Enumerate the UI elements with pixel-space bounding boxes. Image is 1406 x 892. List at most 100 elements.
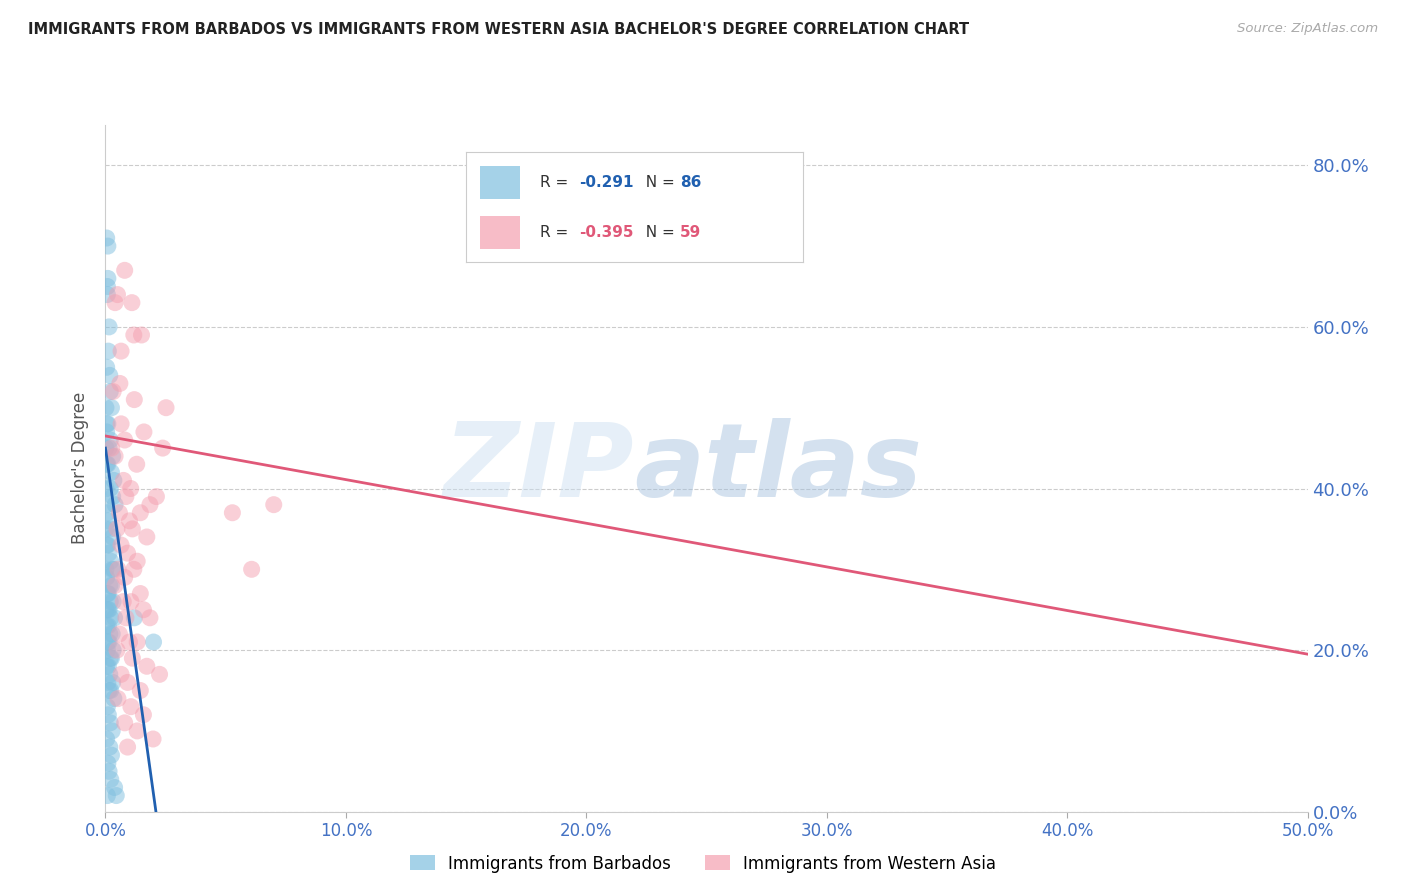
- Point: [96, 570, 118, 584]
- Text: IMMIGRANTS FROM BARBADOS VS IMMIGRANTS FROM WESTERN ASIA BACHELOR'S DEGREE CORRE: IMMIGRANTS FROM BARBADOS VS IMMIGRANTS F…: [28, 22, 969, 37]
- Point: [94, 522, 117, 536]
- Point: [100, 554, 122, 568]
- Point: [104, 449, 127, 463]
- Point: [114, 570, 136, 584]
- Point: [103, 691, 125, 706]
- Point: [100, 401, 122, 415]
- Point: [110, 538, 132, 552]
- Point: [98, 594, 121, 608]
- Point: [97, 514, 120, 528]
- Point: [101, 530, 124, 544]
- Point: [98, 740, 121, 755]
- Point: [96, 417, 118, 431]
- Point: [112, 594, 135, 608]
- Point: [97, 271, 120, 285]
- Point: [125, 457, 148, 471]
- Point: [115, 490, 138, 504]
- Point: [96, 789, 118, 803]
- Point: [221, 506, 243, 520]
- Point: [98, 715, 121, 730]
- Point: [96, 360, 118, 375]
- Point: [101, 723, 124, 738]
- Point: [101, 594, 124, 608]
- FancyBboxPatch shape: [479, 166, 520, 199]
- Point: [96, 586, 118, 600]
- Point: [98, 441, 121, 455]
- Point: [129, 683, 152, 698]
- Point: [96, 425, 118, 439]
- Text: 59: 59: [681, 225, 702, 240]
- Point: [100, 441, 122, 455]
- Point: [110, 344, 132, 359]
- Point: [94, 603, 117, 617]
- Text: Source: ZipAtlas.com: Source: ZipAtlas.com: [1237, 22, 1378, 36]
- Point: [107, 287, 129, 301]
- Point: [122, 562, 145, 576]
- Point: [98, 635, 121, 649]
- Point: [148, 667, 170, 681]
- Point: [97, 707, 120, 722]
- Point: [100, 466, 122, 480]
- Point: [100, 651, 122, 665]
- Point: [103, 780, 125, 795]
- Point: [97, 344, 120, 359]
- Point: [96, 538, 118, 552]
- Point: [139, 498, 162, 512]
- Point: [142, 731, 165, 746]
- Point: [97, 417, 120, 431]
- Point: [97, 659, 120, 673]
- Point: [97, 619, 120, 633]
- Point: [101, 384, 124, 399]
- Point: [127, 635, 149, 649]
- Point: [98, 482, 121, 496]
- Point: [120, 699, 142, 714]
- Point: [108, 506, 131, 520]
- Point: [96, 506, 118, 520]
- Point: [97, 756, 120, 771]
- Point: [97, 457, 120, 471]
- Point: [103, 474, 125, 488]
- Text: N =: N =: [636, 225, 679, 240]
- Point: [98, 368, 121, 383]
- Point: [105, 789, 128, 803]
- Legend: Immigrants from Barbados, Immigrants from Western Asia: Immigrants from Barbados, Immigrants fro…: [404, 848, 1002, 880]
- Point: [96, 287, 118, 301]
- Point: [104, 498, 127, 512]
- Point: [112, 474, 135, 488]
- Point: [107, 562, 129, 576]
- Point: [132, 603, 155, 617]
- Point: [117, 546, 139, 560]
- Point: [105, 643, 128, 657]
- Text: -0.291: -0.291: [579, 175, 633, 189]
- Point: [98, 546, 121, 560]
- Point: [96, 457, 118, 471]
- Point: [101, 490, 124, 504]
- Point: [152, 441, 174, 455]
- Point: [96, 643, 118, 657]
- Point: [98, 764, 121, 779]
- Point: [124, 611, 146, 625]
- Point: [96, 699, 118, 714]
- Point: [103, 562, 125, 576]
- Text: -0.395: -0.395: [579, 225, 633, 240]
- Text: 86: 86: [681, 175, 702, 189]
- Y-axis label: Bachelor's Degree: Bachelor's Degree: [72, 392, 90, 544]
- Text: ZIP: ZIP: [444, 417, 634, 519]
- Point: [127, 554, 149, 568]
- Point: [100, 748, 122, 763]
- Point: [122, 328, 145, 343]
- Point: [96, 231, 118, 245]
- Point: [98, 667, 121, 681]
- Point: [101, 449, 124, 463]
- Point: [101, 627, 124, 641]
- Point: [98, 522, 121, 536]
- Point: [129, 506, 152, 520]
- Point: [155, 401, 177, 415]
- Point: [108, 376, 131, 391]
- Text: R =: R =: [540, 225, 578, 240]
- Point: [129, 586, 152, 600]
- Point: [100, 772, 122, 787]
- FancyBboxPatch shape: [479, 216, 520, 249]
- Point: [121, 295, 143, 310]
- Point: [121, 522, 143, 536]
